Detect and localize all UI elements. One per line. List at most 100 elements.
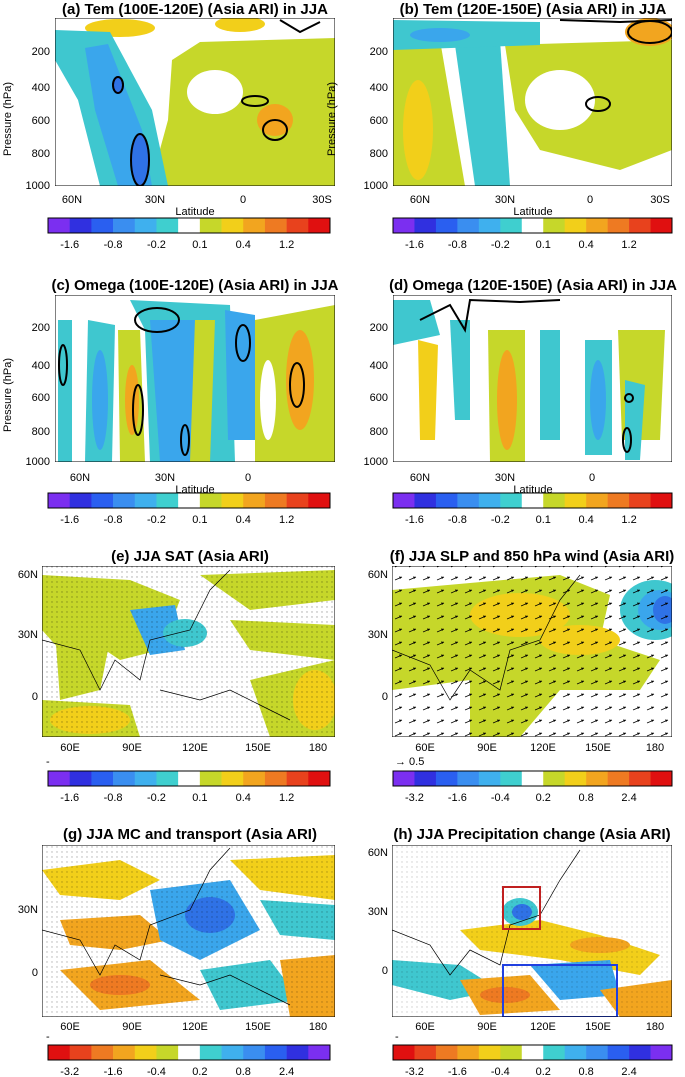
colorbar-label: -1.6 <box>60 792 79 804</box>
colorbar-cell <box>243 493 266 508</box>
x-tick-label: 30N <box>495 472 515 484</box>
colorbar-cell <box>393 493 415 508</box>
y-tick-label: 30N <box>368 906 388 918</box>
colorbar-cell <box>607 1045 630 1060</box>
colorbar-cell <box>134 218 157 233</box>
x-tick-label: 30N <box>495 194 515 206</box>
colorbar-frame <box>47 1044 331 1061</box>
shape <box>502 964 618 1017</box>
shape <box>58 344 68 386</box>
colorbar-label: 0.4 <box>236 239 251 251</box>
y-tick-label: 60N <box>368 847 388 859</box>
colorbar-cell <box>308 493 331 508</box>
colorbar-cell <box>156 218 179 233</box>
colorbar-frame <box>47 217 331 234</box>
x-tick-label: 90E <box>477 1021 497 1033</box>
colorbar-label: 0.1 <box>192 792 207 804</box>
y-tick-label: 1000 <box>364 456 388 468</box>
colorbar-label: 0.4 <box>579 239 594 251</box>
colorbar-label: 0.4 <box>236 514 251 526</box>
colorbar-label: 1.2 <box>621 239 636 251</box>
x-tick-label: 180 <box>646 742 664 754</box>
colorbar-cell <box>221 493 244 508</box>
colorbar-label: -0.4 <box>491 792 510 804</box>
x-tick-label: 150E <box>585 1021 611 1033</box>
x-tick-label: 60E <box>415 1021 435 1033</box>
colorbar-cell <box>478 771 501 786</box>
map-g <box>42 845 335 1017</box>
shape <box>393 300 440 345</box>
colorbar-cell <box>414 771 437 786</box>
colorbar-cell <box>308 218 331 233</box>
colorbar-label: 0.4 <box>236 792 251 804</box>
colorbar-label: -3.2 <box>405 1066 424 1077</box>
colorbar-frame <box>392 217 673 234</box>
vector-reference: - <box>46 1031 50 1043</box>
colorbar-cell <box>156 1045 179 1060</box>
colorbar-label: -0.8 <box>104 792 123 804</box>
vector-reference: → 0.5 <box>395 756 424 768</box>
colorbar-cell <box>457 1045 480 1060</box>
colorbar-cell <box>521 493 544 508</box>
colorbar-cell <box>308 771 331 786</box>
colorbar-cell <box>543 771 565 786</box>
colorbar-cell <box>414 218 437 233</box>
colorbar-cell <box>586 771 608 786</box>
colorbar-cell <box>500 218 523 233</box>
colorbar-cell <box>629 771 651 786</box>
colorbar-frame <box>392 1044 673 1061</box>
y-tick-label: 600 <box>370 115 388 127</box>
colorbar-cell <box>156 493 179 508</box>
shape <box>159 974 291 1006</box>
shape <box>159 689 291 721</box>
field-b <box>393 18 672 186</box>
colorbar-cell <box>543 493 565 508</box>
colorbar-cell <box>500 1045 523 1060</box>
colorbar-cell <box>156 771 179 786</box>
map-e <box>42 566 335 737</box>
colorbar-cell <box>69 771 92 786</box>
colorbar-cell <box>629 493 651 508</box>
colorbar-cell <box>199 1045 222 1060</box>
colorbar-cell <box>308 1045 331 1060</box>
y-tick-label: 600 <box>32 392 50 404</box>
colorbar-cell <box>243 218 266 233</box>
y-axis-label: Pressure (hPa) <box>326 82 338 156</box>
colorbar-cell <box>286 493 309 508</box>
colorbar-cell <box>457 218 480 233</box>
x-axis-label: Latitude <box>175 206 214 218</box>
shape <box>42 845 335 1017</box>
colorbar-cell <box>69 218 92 233</box>
colorbar-label: -3.2 <box>405 792 424 804</box>
y-tick-label: 0 <box>382 965 388 977</box>
colorbar-cell <box>650 1045 673 1060</box>
field-d <box>393 295 672 462</box>
shape <box>497 350 517 450</box>
y-tick-label: 0 <box>32 691 38 703</box>
colorbar-cell <box>457 493 480 508</box>
x-tick-label: 60N <box>410 194 430 206</box>
colorbar-frame <box>392 770 673 787</box>
panel-title: (d) Omega (120E-150E) (Asia ARI) in JJA <box>389 277 677 294</box>
colorbar-cell <box>586 1045 608 1060</box>
colorbar-cell <box>521 218 544 233</box>
colorbar-cell <box>134 1045 157 1060</box>
x-tick-label: 180 <box>646 1021 664 1033</box>
x-tick-label: 60E <box>60 742 80 754</box>
shape <box>403 80 433 180</box>
shape <box>92 350 108 450</box>
colorbar-cell <box>650 771 673 786</box>
colorbar-cell <box>199 493 222 508</box>
x-tick-label: 150E <box>245 742 271 754</box>
shape <box>215 18 265 32</box>
colorbar-cell <box>178 1045 201 1060</box>
shape <box>190 320 215 462</box>
colorbar-cell <box>521 1045 544 1060</box>
y-tick-label: 0 <box>382 691 388 703</box>
shape <box>241 95 269 107</box>
x-tick-label: 60E <box>415 742 435 754</box>
colorbar-cell <box>264 493 287 508</box>
colorbar-label: 0.2 <box>536 1066 551 1077</box>
y-tick-label: 400 <box>370 82 388 94</box>
colorbar-label: -3.2 <box>60 1066 79 1077</box>
